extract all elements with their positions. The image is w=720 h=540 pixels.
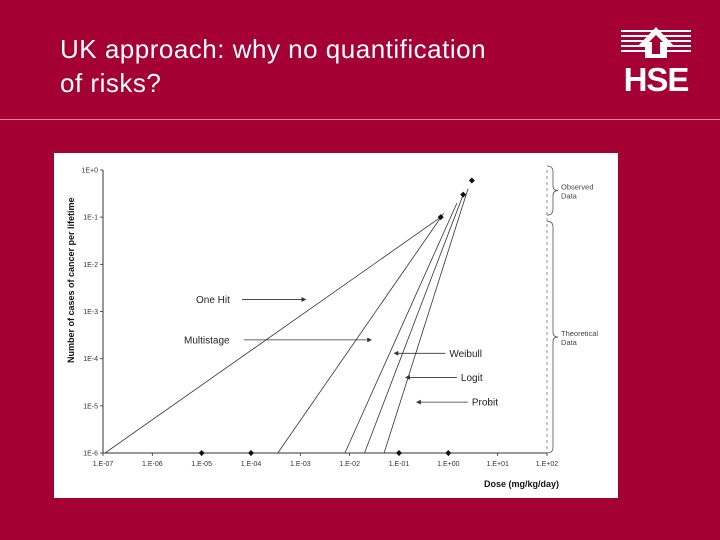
x-tick-label: 1.E+01	[486, 461, 508, 468]
annotation-probit: Probit	[472, 398, 498, 409]
x-tick-label: 1.E-05	[191, 461, 212, 468]
y-tick-label: 1E+0	[81, 168, 98, 175]
y-tick-label: 1E-2	[83, 262, 98, 269]
dose-response-chart: 1E+01E-11E-21E-31E-41E-51E-6 1.E-07 1.E-0…	[66, 165, 598, 489]
chart-axes	[102, 170, 548, 454]
y-axis-label: Number of cases of cancer per lifetime	[66, 197, 76, 363]
data-points	[198, 177, 475, 456]
hse-logo-text: HSE	[623, 61, 690, 98]
x-tick-label: 1.E-07	[93, 461, 114, 468]
x-axis-label: Dose (mg/kg/day)	[484, 479, 559, 489]
brace-label-line-1: Observed	[561, 183, 594, 192]
x-tick-label: 1.E+02	[536, 461, 558, 468]
y-tick-label: 1E-4	[83, 356, 98, 363]
axis-data-point	[198, 450, 205, 456]
y-tick-label: 1E-6	[83, 451, 98, 458]
series-line-probit	[383, 188, 469, 454]
axis-data-point	[248, 450, 254, 456]
brace-theoretical	[546, 220, 559, 454]
series-line-weibull	[344, 202, 458, 454]
chart-panel: 1E+0 1E-1 1E-2 1E-3 1E-4 1E-5 1E-6 1.E-07 1.E-0…	[54, 153, 618, 498]
slide-title: UK approach: why no quantification of ri…	[60, 32, 620, 100]
slide-title-line-1: UK approach: why no quantification	[60, 34, 487, 64]
x-tick-label: 1.E-04	[241, 461, 262, 468]
observed-data-point	[460, 191, 467, 198]
hse-house-logo-icon	[621, 27, 691, 58]
x-tick-label: 1.E-01	[389, 461, 410, 468]
y-tick-label: 1E-1	[83, 215, 98, 222]
x-tick-label: 1.E-06	[142, 461, 163, 468]
y-ticks: 1E+0 1E-1 1E-2 1E-3 1E-4 1E-5 1E-6	[81, 168, 103, 458]
brace-label-line-2: Data	[561, 192, 578, 201]
y-tick-label: 1E-5	[83, 403, 98, 410]
x-tick-label: 1.E-02	[339, 461, 360, 468]
series-line-logit	[364, 194, 464, 454]
brace-label-line-2: Data	[561, 338, 578, 347]
series-annotations: One Hit Multistage Weibull Logit Probit	[184, 295, 498, 409]
brace-observed	[546, 165, 559, 216]
y-tick-label: 1E-3	[83, 309, 98, 316]
annotation-logit: Logit	[461, 373, 483, 384]
annotation-multistage: Multistage	[184, 335, 230, 346]
annotation-weibull: Weibull	[449, 349, 482, 360]
series-lines	[104, 188, 469, 454]
series-line-one-hit	[104, 216, 441, 454]
series-line-multistage	[277, 213, 444, 454]
x-tick-label: 1.E+00	[437, 461, 459, 468]
axis-data-point	[445, 450, 452, 456]
axis-data-point	[396, 450, 402, 456]
observed-data-point	[437, 214, 444, 221]
observed-data-point	[468, 177, 475, 184]
x-tick-label: 1.E-03	[290, 461, 311, 468]
brace-label-line-1: Theoretical	[561, 329, 598, 338]
x-ticks: 1.E-07 1.E-06 1.E-05 1.E-04 1.E-03 1.E-02 1.E-…	[93, 453, 558, 468]
title-divider	[0, 119, 720, 120]
annotation-one-hit: One Hit	[196, 295, 230, 306]
slide-title-line-2: of risks?	[60, 68, 162, 98]
